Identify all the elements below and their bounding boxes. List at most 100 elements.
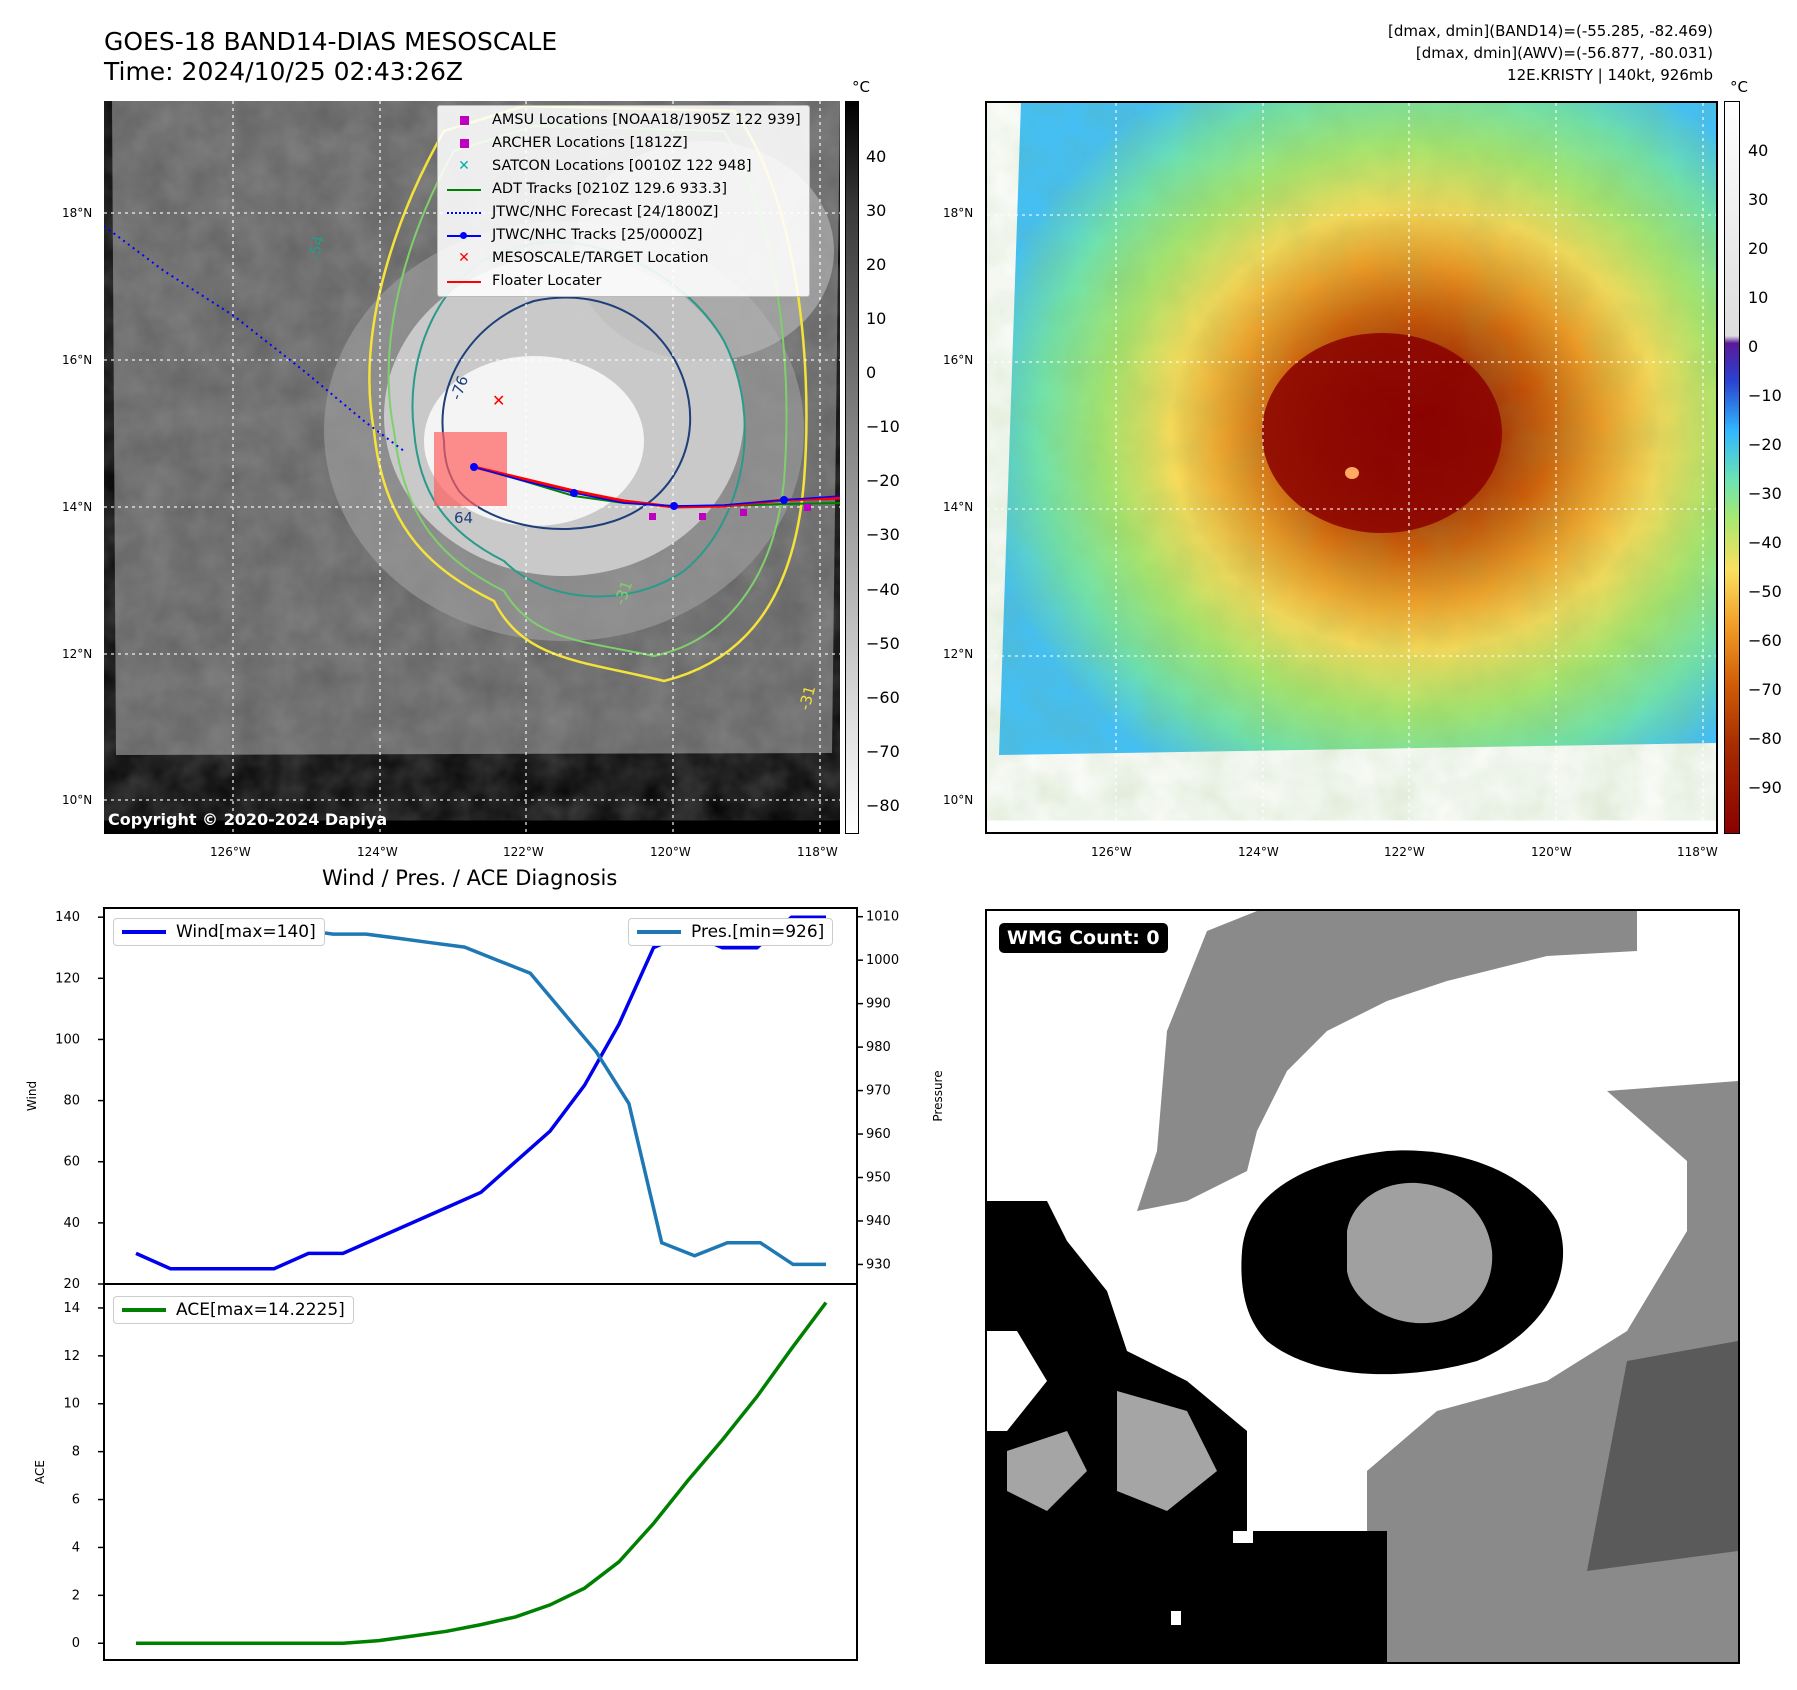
lon-label: 124°W xyxy=(1238,845,1279,859)
awv-colorbar-tick: −40 xyxy=(1748,533,1782,552)
contour-label: 64 xyxy=(454,509,473,527)
pressure-tick: 940 xyxy=(866,1214,891,1229)
lon-label: 120°W xyxy=(1531,845,1572,859)
pressure-tick: 1010 xyxy=(866,910,899,925)
pressure-tick: 970 xyxy=(866,1084,891,1099)
wind-tick: 100 xyxy=(55,1032,80,1047)
page-title: GOES-18 BAND14-DIAS MESOSCALE xyxy=(104,27,558,56)
pressure-axis-label: Pressure xyxy=(931,1070,945,1121)
awv-colorbar-tick: −50 xyxy=(1748,582,1782,601)
stats-band14: [dmax, dmin](BAND14)=(-55.285, -82.469) xyxy=(1388,22,1713,40)
pressure-tick: 990 xyxy=(866,997,891,1012)
ir-colorbar-tick: 0 xyxy=(866,363,877,382)
ir-colorbar-tick: −10 xyxy=(866,417,900,436)
contour-label: -31 xyxy=(795,684,819,712)
wind-legend: Wind[max=140] xyxy=(113,918,325,946)
line-swatch-icon xyxy=(122,1308,166,1312)
wmg-count-badge: WMG Count: 0 xyxy=(999,923,1168,953)
legend-item: ARCHER Locations [1812Z] xyxy=(446,132,801,155)
pressure-tick: 930 xyxy=(866,1257,891,1272)
ace-tick: 14 xyxy=(63,1301,80,1316)
ir-colorbar-tick: 10 xyxy=(866,309,887,328)
lon-label: 126°W xyxy=(1091,845,1132,859)
wind-tick: 140 xyxy=(55,910,80,925)
ir-colorbar-tick: −60 xyxy=(866,688,900,707)
lat-label: 16°N xyxy=(943,353,974,367)
line-swatch-icon xyxy=(637,930,681,934)
pressure-legend: Pres.[min=926] xyxy=(628,918,834,946)
lon-label: 118°W xyxy=(797,845,838,859)
awv-map-image xyxy=(987,103,1716,832)
lat-label: 18°N xyxy=(62,206,93,220)
diagnosis-chart-title: Wind / Pres. / ACE Diagnosis xyxy=(322,866,618,890)
awv-colorbar-tick: −10 xyxy=(1748,386,1782,405)
pressure-tick: 1000 xyxy=(866,953,899,968)
x-marker-icon: ✕ xyxy=(458,250,470,266)
wind-tick: 40 xyxy=(63,1216,80,1231)
lat-label: 18°N xyxy=(943,206,974,220)
lat-label: 10°N xyxy=(943,793,974,807)
storm-info: 12E.KRISTY | 140kt, 926mb xyxy=(1507,66,1713,84)
ace-tick: 0 xyxy=(72,1636,80,1651)
page-timestamp: Time: 2024/10/25 02:43:26Z xyxy=(104,57,463,86)
lon-label: 122°W xyxy=(1384,845,1425,859)
square-marker-icon xyxy=(459,139,469,148)
lat-label: 16°N xyxy=(62,353,93,367)
awv-colorbar-tick: 20 xyxy=(1748,239,1769,258)
copyright-text: Copyright © 2020-2024 Dapiya xyxy=(108,810,388,829)
lon-label: 122°W xyxy=(503,845,544,859)
wind-tick: 60 xyxy=(63,1155,80,1170)
ir-colorbar-tick: −30 xyxy=(866,525,900,544)
ir-colorbar-tick: 20 xyxy=(866,255,887,274)
ir-colorbar-tick: −40 xyxy=(866,580,900,599)
awv-colorbar-tick: 40 xyxy=(1748,141,1769,160)
awv-colorbar-tick: −90 xyxy=(1748,778,1782,797)
awv-colorbar-tick: 0 xyxy=(1748,337,1759,356)
legend-item: ✕ SATCON Locations [0010Z 122 948] xyxy=(446,155,801,178)
wind-series-line xyxy=(135,915,826,1271)
awv-colorbar-tick: −80 xyxy=(1748,729,1782,748)
ir-colorbar-unit: °C xyxy=(852,78,870,96)
awv-colorbar-tick: −30 xyxy=(1748,484,1782,503)
lat-label: 14°N xyxy=(62,500,93,514)
ir-colorbar-tick: −20 xyxy=(866,471,900,490)
ir-colorbar-tick: 40 xyxy=(866,147,887,166)
pressure-tick: 960 xyxy=(866,1127,891,1142)
lon-label: 124°W xyxy=(357,845,398,859)
contour-label: -54 xyxy=(304,234,328,262)
ir-colorbar-tick: −50 xyxy=(866,634,900,653)
ir-colorbar-tick: 30 xyxy=(866,201,887,220)
ace-tick: 6 xyxy=(72,1493,80,1508)
wind-axis-label: Wind xyxy=(25,1081,39,1111)
legend-item: Floater Locater xyxy=(446,270,801,293)
lat-label: 14°N xyxy=(943,500,974,514)
lat-label: 12°N xyxy=(62,647,93,661)
svg-text:✕: ✕ xyxy=(492,391,505,410)
lon-label: 118°W xyxy=(1677,845,1718,859)
wmg-image xyxy=(987,911,1738,1662)
ace-axis-label: ACE xyxy=(33,1460,47,1484)
stats-awv: [dmax, dmin](AWV)=(-56.877, -80.031) xyxy=(1415,44,1713,62)
ir-colorbar-tick: −80 xyxy=(866,796,900,815)
ace-legend: ACE[max=14.2225] xyxy=(113,1296,354,1324)
awv-colorbar-unit: °C xyxy=(1730,78,1748,96)
wind-tick: 80 xyxy=(63,1094,80,1109)
pressure-series-line xyxy=(136,927,826,1267)
wind-tick: 120 xyxy=(55,971,80,986)
ace-tick: 4 xyxy=(72,1540,80,1555)
ace-tick: 8 xyxy=(72,1445,80,1460)
wind-tick: 20 xyxy=(63,1277,80,1292)
ir-colorbar-tick: −70 xyxy=(866,742,900,761)
legend-item: AMSU Locations [NOAA18/1905Z 122 939] xyxy=(446,109,801,132)
ir-legend: AMSU Locations [NOAA18/1905Z 122 939] AR… xyxy=(437,105,810,297)
pressure-tick: 980 xyxy=(866,1040,891,1055)
line-swatch-icon xyxy=(122,930,166,934)
lon-label: 126°W xyxy=(210,845,251,859)
ir-colorbar xyxy=(845,101,859,834)
awv-map-panel xyxy=(985,101,1718,834)
line-marker-icon xyxy=(447,280,481,283)
square-marker-icon xyxy=(459,116,469,125)
awv-colorbar-tick: 10 xyxy=(1748,288,1769,307)
ir-map-panel: -54 -76 64 -31 -31 ✕ Copyright © 2020-20 xyxy=(104,101,840,834)
